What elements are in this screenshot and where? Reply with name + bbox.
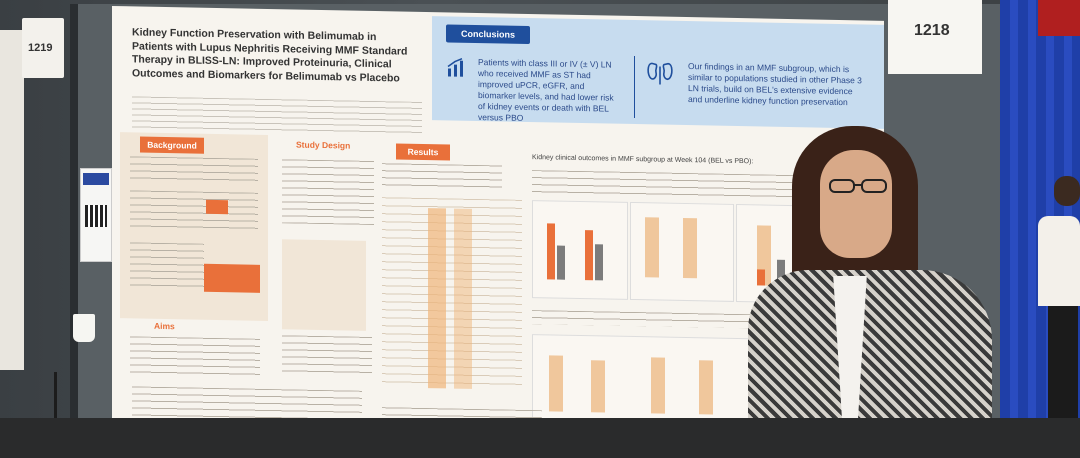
- background-callout: [204, 263, 260, 293]
- background-attendee: [1034, 176, 1080, 458]
- baseline-table: [382, 197, 522, 390]
- study-design-heading: Study Design: [296, 139, 351, 151]
- booth-number-right: 1218: [888, 0, 982, 74]
- paper-cup: [73, 314, 95, 342]
- background-diagram: [130, 190, 258, 233]
- study-design-outcomes: [282, 335, 372, 377]
- conclusions-panel: Conclusions Patients with class III or I…: [432, 16, 884, 129]
- poster-title: Kidney Function Preservation with Belimu…: [132, 26, 408, 85]
- chart-bar: [585, 230, 593, 281]
- author-list: [132, 96, 422, 134]
- glasses-icon: [829, 179, 887, 193]
- kidney-outcomes-heading: Kidney clinical outcomes in MMF subgroup…: [532, 154, 754, 166]
- chart-bar: [757, 269, 765, 286]
- booth-number-left: 1219: [22, 18, 64, 78]
- results-heading: Results: [396, 143, 450, 161]
- qr-code-icon: [85, 205, 107, 227]
- upcr-chart: [532, 200, 628, 300]
- study-design-text: [282, 159, 374, 226]
- background-text: [130, 156, 258, 185]
- chart-bar: [645, 217, 659, 278]
- chart-bar: [549, 355, 563, 412]
- adjacent-poster: [0, 30, 24, 370]
- chart-bar: [547, 223, 555, 280]
- chart-bar: [591, 360, 605, 413]
- attendee-body: [1038, 216, 1080, 306]
- chart-icon: [447, 58, 463, 77]
- conclusion-point-1: Patients with class III or IV (± V) LN w…: [478, 57, 614, 123]
- aims-heading: Aims: [154, 320, 175, 332]
- qr-card-brand: [83, 173, 109, 185]
- chart-bar: [651, 357, 665, 414]
- scientific-poster: Kidney Function Preservation with Belimu…: [112, 6, 884, 458]
- qr-card: [80, 168, 112, 262]
- baseline-table-highlight-2: [454, 208, 472, 389]
- floor: [0, 418, 1080, 458]
- conclusions-heading: Conclusions: [446, 24, 530, 45]
- aims-text: [130, 336, 260, 379]
- poster-stand-leg: [54, 372, 117, 458]
- presenter-face: [820, 150, 892, 258]
- conclusion-point-2: Our findings in an MMF subgroup, which i…: [688, 61, 862, 108]
- background-stats: [130, 242, 204, 292]
- red-panel: [1038, 0, 1080, 36]
- egfr-chart: [630, 201, 734, 302]
- chart-bar: [557, 245, 565, 280]
- chart-bar: [699, 360, 713, 415]
- kidney-icon: [647, 62, 673, 85]
- chart-bar: [595, 244, 603, 281]
- background-arrow-box: [206, 199, 228, 215]
- biomarkers-heading: [532, 310, 782, 329]
- background-heading: Background: [140, 136, 204, 154]
- results-text: [382, 163, 502, 190]
- kidney-outcomes-bullets: [532, 170, 832, 200]
- chart-bar: [683, 217, 697, 279]
- baseline-table-highlight: [428, 208, 446, 389]
- study-design-box: [282, 239, 366, 331]
- attendee-head: [1054, 176, 1080, 206]
- conclusions-divider: [634, 56, 635, 119]
